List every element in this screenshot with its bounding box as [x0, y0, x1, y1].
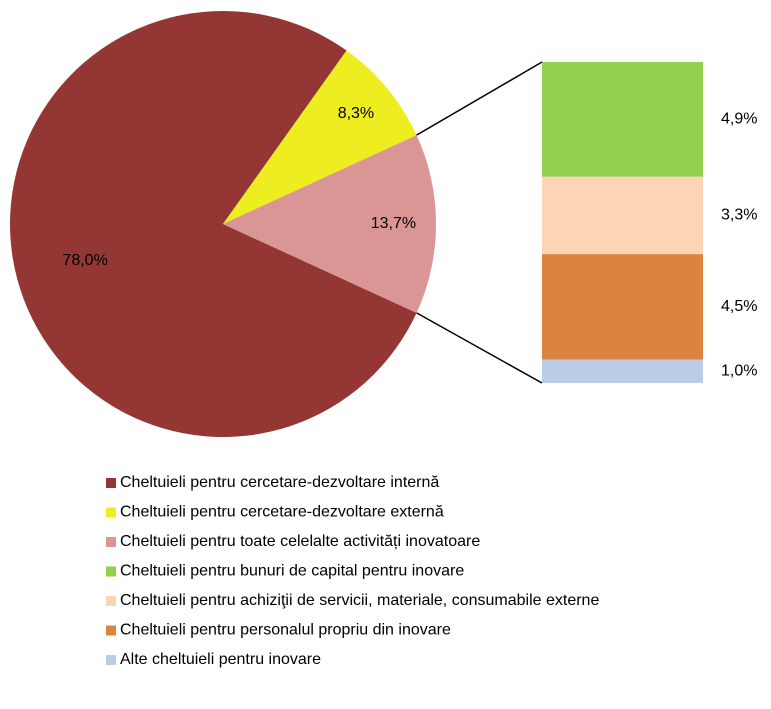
legend-label: Cheltuieli pentru cercetare-dezvoltare i… [120, 474, 439, 491]
data-label: 4,9% [721, 111, 757, 128]
data-label: 3,3% [721, 207, 757, 224]
legend-swatch [106, 596, 116, 606]
data-label: 13,7% [371, 215, 416, 232]
legend-swatch [106, 566, 116, 577]
legend-label: Cheltuieli pentru achiziţii de servicii,… [120, 592, 599, 609]
pie-slice [10, 10, 417, 437]
legend-label: Alte cheltuieli pentru inovare [120, 651, 321, 668]
bar-segment [542, 62, 703, 177]
pie-slice [223, 135, 437, 313]
bar-segment [542, 254, 703, 360]
data-label: 4,5% [721, 298, 757, 315]
bar-segment [542, 359, 703, 383]
connector-line [416, 61, 543, 136]
legend-label: Cheltuieli pentru bunuri de capital pent… [120, 563, 464, 580]
legend-swatch [106, 478, 116, 488]
legend-swatch [106, 507, 116, 518]
legend-swatch [106, 537, 116, 547]
legend-label: Cheltuieli pentru cercetare-dezvoltare e… [120, 504, 444, 521]
data-label: 8,3% [338, 105, 374, 122]
data-label: 78,0% [62, 252, 107, 269]
bar-segment [542, 176, 703, 255]
legend-label: Cheltuieli pentru toate celelalte activi… [120, 533, 480, 550]
pie-slice [223, 50, 417, 225]
legend-swatch [106, 625, 116, 636]
data-label: 1,0% [721, 363, 757, 380]
legend-label: Cheltuieli pentru personalul propriu din… [120, 622, 451, 639]
connector-line [416, 312, 543, 384]
legend-swatch [106, 655, 116, 665]
